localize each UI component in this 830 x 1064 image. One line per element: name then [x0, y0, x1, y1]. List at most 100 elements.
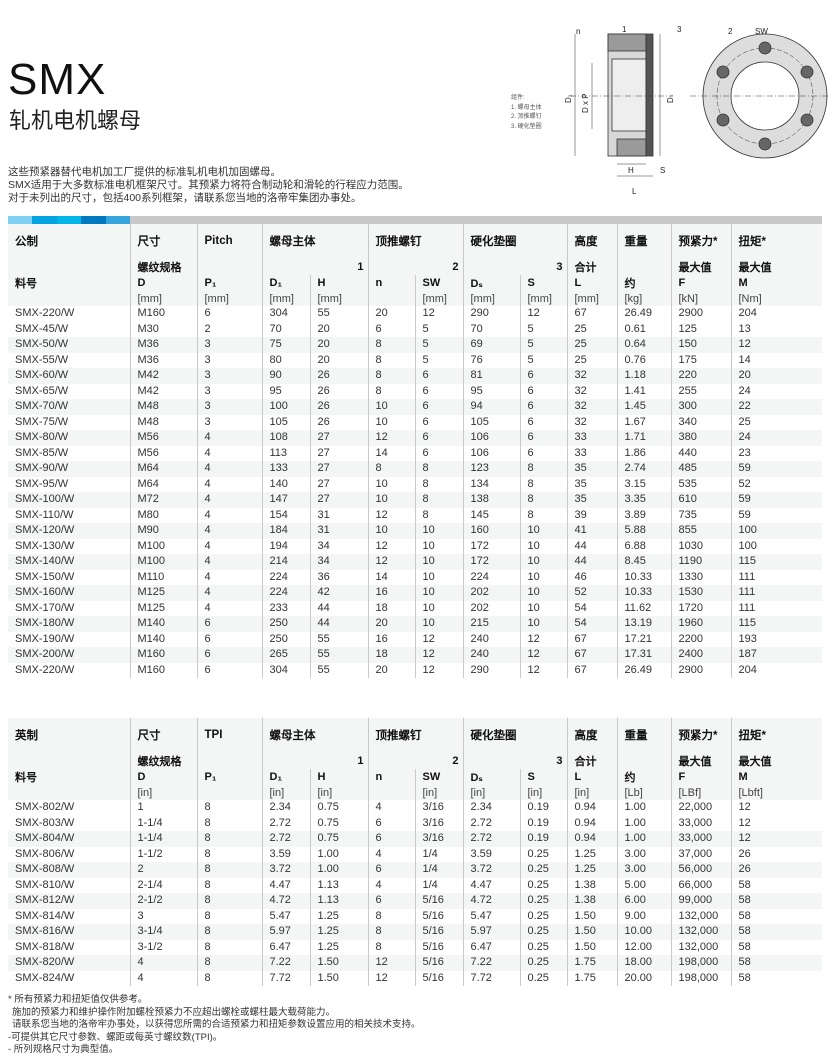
- table-row: SMX-170/W M125 4 233 44 18 10 202 10 54 11.62 1720 1…: [8, 600, 822, 616]
- table-cell: 12: [367, 554, 415, 570]
- table-cell: 52: [730, 476, 822, 492]
- table-cell: 1.71: [616, 430, 671, 446]
- table-cell: 8: [414, 476, 463, 492]
- table-cell: 4.72: [462, 893, 520, 909]
- imperial-header-unit: [Lbft]: [730, 785, 822, 800]
- table-cell: 25: [566, 352, 617, 368]
- table-row: SMX-75/W M48 3 105 26 10 6 105 6 32 1.67 340 25: [8, 414, 822, 430]
- table-cell: 160: [462, 523, 520, 539]
- table-cell: 37,000: [670, 846, 731, 862]
- accent-bar-segment: [81, 216, 106, 224]
- table-cell: 1.75: [566, 970, 617, 986]
- imperial-header-label: TPI: [196, 718, 262, 752]
- table-cell: 0.64: [616, 337, 671, 353]
- table-cell: 12: [730, 337, 822, 353]
- metric-header-sublabel: 最大值: [730, 258, 822, 275]
- table-cell: 14: [367, 569, 415, 585]
- table-cell: 1030: [670, 538, 731, 554]
- table-cell: 6: [519, 445, 567, 461]
- table-row: SMX-802/W 1 8 2.34 0.75 4 3/16 2.34 0.19 0.94 1.00…: [8, 800, 822, 816]
- table-cell: 17.31: [616, 647, 671, 663]
- imperial-header-label: 螺母主体: [261, 718, 368, 752]
- part-number-cell: SMX-814/W: [15, 909, 75, 922]
- table-cell: 6.47: [261, 939, 310, 955]
- table-cell: 4.47: [261, 877, 310, 893]
- table-cell: 10: [414, 585, 463, 601]
- metric-header-symbol: n: [367, 275, 415, 291]
- table-cell: 0.19: [519, 831, 567, 847]
- imperial-header-sublabel: 合计: [566, 752, 617, 769]
- table-cell: M56: [129, 430, 197, 446]
- table-cell: 6: [196, 662, 262, 678]
- part-number-cell: SMX-200/W: [8, 647, 130, 663]
- table-cell: 214: [261, 554, 310, 570]
- imperial-header-sublabel: 3: [462, 752, 567, 769]
- table-cell: 198,000: [670, 955, 731, 971]
- part-number-cell: SMX-140/W: [8, 554, 130, 570]
- table-cell: 1.25: [566, 862, 617, 878]
- table-cell: 172: [462, 538, 520, 554]
- table-cell: 44: [309, 616, 368, 632]
- table-cell: 1.13: [309, 893, 368, 909]
- table-cell: 1.13: [309, 877, 368, 893]
- table-cell: 14: [367, 445, 415, 461]
- label-l: L: [632, 187, 637, 196]
- table-cell: 0.25: [519, 877, 567, 893]
- metric-header-symbol: D₁: [261, 275, 310, 291]
- table-cell: 17.21: [616, 631, 671, 647]
- table-cell: 1/4: [414, 846, 463, 862]
- imperial-header-symbol: L: [566, 769, 617, 785]
- part-number-cell: SMX-220/W: [15, 307, 75, 319]
- imperial-header-unit: [in]: [462, 785, 520, 800]
- table-row: SMX-803/W 1-1/4 8 2.72 0.75 6 3/16 2.72 0.19 0.94…: [8, 815, 822, 831]
- table-cell: 6.47: [462, 939, 520, 955]
- table-cell: 2.72: [462, 815, 520, 831]
- table-cell: 4: [196, 492, 262, 508]
- table-cell: 175: [670, 352, 731, 368]
- table-cell: 7.22: [261, 955, 310, 971]
- table-cell: 0.94: [566, 831, 617, 847]
- table-cell: 100: [730, 523, 822, 539]
- imperial-header-unit: [LBf]: [670, 785, 731, 800]
- table-cell: 5: [414, 352, 463, 368]
- table-cell: 1.25: [566, 846, 617, 862]
- table-cell: 1.41: [616, 383, 671, 399]
- table-cell: 10.00: [616, 924, 671, 940]
- table-cell: 0.19: [519, 800, 567, 816]
- label-s: S: [660, 166, 665, 175]
- metric-header-unit: [mm]: [309, 291, 368, 306]
- table-cell: 0.75: [309, 800, 368, 816]
- part-number-cell: SMX-802/W: [15, 801, 75, 813]
- table-cell: M125: [129, 600, 197, 616]
- table-cell: 1-1/2: [129, 846, 197, 862]
- part-number-cell: SMX-90/W: [8, 461, 130, 477]
- footnote: 请联系您当地的洛帝牢办事处，以获得您所需的合适预紧力和扭矩参数设置应用的相关技术…: [12, 1019, 421, 1030]
- table-cell: 1330: [670, 569, 731, 585]
- table-row: SMX-130/W M100 4 194 34 12 10 172 10 44 6.88 1030 10…: [8, 538, 822, 554]
- table-cell: 6: [196, 647, 262, 663]
- table-cell: M140: [129, 631, 197, 647]
- table-cell: 0.25: [519, 908, 567, 924]
- table-cell: 187: [730, 647, 822, 663]
- table-cell: 26: [309, 368, 368, 384]
- metric-header-label: 重量: [616, 224, 671, 258]
- table-cell: 6: [367, 815, 415, 831]
- imperial-header-sublabel: [8, 752, 130, 769]
- table-row: SMX-50/W M36 3 75 20 8 5 69 5 25 0.64 150 12: [8, 337, 822, 353]
- table-cell: 2900: [670, 306, 731, 322]
- table-cell: 6: [519, 414, 567, 430]
- imperial-header-unit: [in]: [566, 785, 617, 800]
- metric-header-label: 公制: [8, 224, 130, 258]
- table-cell: 8: [196, 862, 262, 878]
- table-cell: 8: [367, 908, 415, 924]
- table-cell: 18.00: [616, 955, 671, 971]
- intro-line: 对于未列出的尺寸，包括400系列框架，请联系您当地的洛帝牢集团办事处。: [8, 192, 362, 204]
- table-cell: 12: [414, 306, 463, 322]
- table-cell: 3.89: [616, 507, 671, 523]
- metric-header-symbol: SW: [414, 275, 463, 291]
- legend-item: 1. 螺母主体: [511, 104, 542, 111]
- imperial-header-symbol: D: [129, 769, 197, 785]
- metric-header-sublabel: [616, 258, 671, 275]
- table-cell: 16: [367, 585, 415, 601]
- part-number-cell: SMX-55/W: [15, 353, 69, 366]
